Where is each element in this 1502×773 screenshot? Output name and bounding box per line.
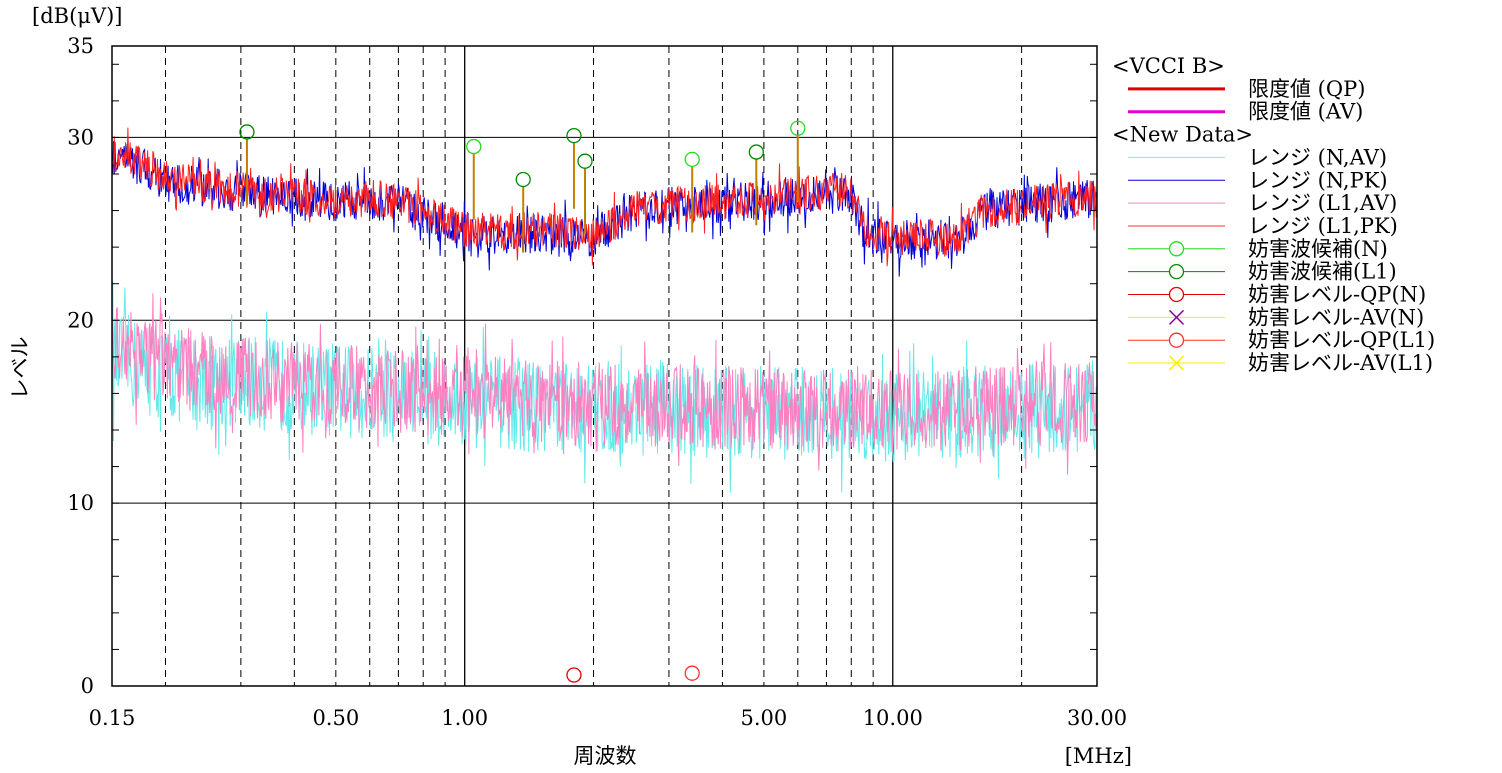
marker-layer xyxy=(239,120,806,683)
series-line xyxy=(111,127,1098,267)
y-unit-label: [dB(μV)] xyxy=(32,4,122,28)
series-line xyxy=(111,293,1098,475)
legend-header: <VCCI B> xyxy=(1112,54,1225,78)
legend-marker-circle xyxy=(1168,332,1185,348)
qp-marker-N xyxy=(566,667,582,683)
legend-label: レンジ (N,AV) xyxy=(1248,145,1387,169)
legend-label: 限度値 (AV) xyxy=(1248,100,1363,124)
legend-header: <New Data> xyxy=(1112,123,1253,147)
legend-label: 妨害レベル-QP(N) xyxy=(1248,283,1426,307)
legend-label: 妨害波候補(N) xyxy=(1248,237,1388,261)
candidate-marker-L1 xyxy=(239,124,255,140)
candidate-marker-N xyxy=(684,151,700,168)
axis-layer: 0 10 20 30 35 0.15 0.50 1.00 5.00 10.00 30.00 xyxy=(67,34,1127,730)
y-tick-label: 20 xyxy=(67,308,94,332)
plot-frame xyxy=(111,45,1098,687)
legend-label: 妨害レベル-QP(L1) xyxy=(1248,328,1435,352)
legend-label: レンジ (L1,AV) xyxy=(1248,191,1397,215)
x-tick-label: 1.00 xyxy=(441,706,488,730)
x-tick-label: 0.50 xyxy=(312,706,359,730)
candidate-marker-L1 xyxy=(577,153,593,169)
x-tick-label: 5.00 xyxy=(741,706,788,730)
legend-marker-circle xyxy=(1168,286,1185,303)
y-tick-label: 30 xyxy=(67,125,94,149)
legend-label: レンジ (L1,PK) xyxy=(1248,214,1398,238)
x-tick-label: 0.15 xyxy=(89,706,136,730)
grid-layer xyxy=(112,46,1097,686)
legend-label: レンジ (N,PK) xyxy=(1248,168,1388,192)
legend-label: 妨害波候補(L1) xyxy=(1248,260,1397,284)
y-tick-label: 0 xyxy=(81,674,94,698)
candidate-marker-N xyxy=(466,138,482,155)
legend-marker-cross xyxy=(1168,355,1185,371)
legend-label: 妨害レベル-AV(L1) xyxy=(1248,351,1433,375)
x-axis-title: 周波数 xyxy=(574,744,637,768)
y-tick-label: 35 xyxy=(67,34,94,58)
legend-label: 限度値 (QP) xyxy=(1248,77,1365,101)
legend-label: 妨害レベル-AV(N) xyxy=(1248,305,1424,329)
x-tick-label: 10.00 xyxy=(863,706,923,730)
legend-marker-cross xyxy=(1168,309,1185,325)
candidate-marker-L1 xyxy=(515,171,531,188)
y-tick-label: 10 xyxy=(67,491,94,515)
candidate-marker-N xyxy=(790,120,806,136)
legend-marker-circle xyxy=(1168,241,1185,257)
candidate-marker-L1 xyxy=(566,127,582,144)
y-axis-title: レベル xyxy=(8,337,32,400)
legend: <VCCI B>限度値 (QP)限度値 (AV)<New Data>レンジ (N… xyxy=(1112,54,1435,375)
series-layer xyxy=(111,127,1098,493)
legend-marker-circle xyxy=(1168,263,1185,280)
x-tick-label: 30.00 xyxy=(1067,706,1127,730)
candidate-marker-L1 xyxy=(748,144,764,160)
series-line xyxy=(111,280,1098,493)
qp-marker-L1 xyxy=(684,665,700,681)
x-unit-label: [MHz] xyxy=(1065,744,1132,768)
